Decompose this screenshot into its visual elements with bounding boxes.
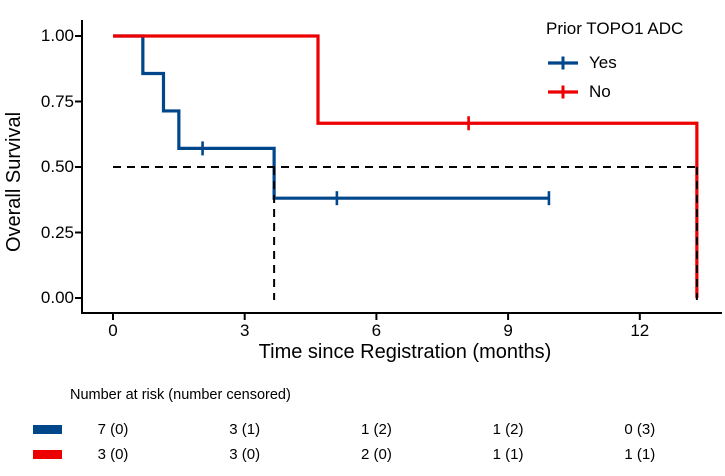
- legend-items: Yes No: [546, 48, 683, 106]
- x-tick-label: 9: [503, 321, 513, 340]
- risk-swatch-no: [33, 450, 62, 459]
- y-axis-title: Overall Survival: [3, 111, 25, 253]
- survival-plot-canvas: [75, 20, 722, 320]
- risk-value-no-t3: 3 (0): [229, 446, 261, 463]
- legend-censor-key-icon: [548, 56, 578, 69]
- risk-value-yes-t0: 7 (0): [97, 421, 129, 438]
- x-tick-label: 3: [239, 321, 250, 340]
- y-tick-label: 1.00: [40, 26, 74, 45]
- y-tick-label: 0.75: [40, 91, 74, 111]
- legend-label-yes: Yes: [589, 52, 617, 72]
- risk-value-yes-t12: 0 (3): [624, 421, 656, 438]
- legend-censor-key-icon: [548, 85, 578, 98]
- legend-item-no: No: [546, 77, 683, 106]
- y-tick-label: 0.00: [40, 288, 74, 307]
- risk-value-no-t9: 1 (1): [492, 446, 524, 463]
- legend-label-no: No: [589, 81, 611, 101]
- risk-value-no-t12: 1 (1): [624, 446, 656, 463]
- x-tick-label: 12: [630, 321, 650, 340]
- risk-value-yes-t3: 3 (1): [229, 421, 261, 438]
- legend-item-yes: Yes: [546, 48, 683, 77]
- risk-swatch-yes: [33, 425, 62, 434]
- legend-title: Prior TOPO1 ADC: [546, 19, 684, 38]
- legend: Prior TOPO1 ADC Yes No: [546, 19, 683, 106]
- x-tick-label: 6: [371, 321, 382, 340]
- yes-survival-curve: [113, 34, 549, 200]
- y-tick-label: 0.25: [40, 222, 74, 242]
- y-tick-label: 0.50: [40, 157, 74, 176]
- risk-value-yes-t9: 1 (2): [492, 421, 524, 438]
- risk-value-no-t6: 2 (0): [360, 446, 392, 463]
- x-tick-label: 0: [108, 321, 118, 340]
- risk-value-no-t0: 3 (0): [97, 446, 129, 463]
- risk-value-yes-t6: 1 (2): [360, 421, 392, 438]
- risk-table-header: Number at risk (number censored): [70, 387, 291, 403]
- x-axis-title: Time since Registration (months): [258, 341, 552, 363]
